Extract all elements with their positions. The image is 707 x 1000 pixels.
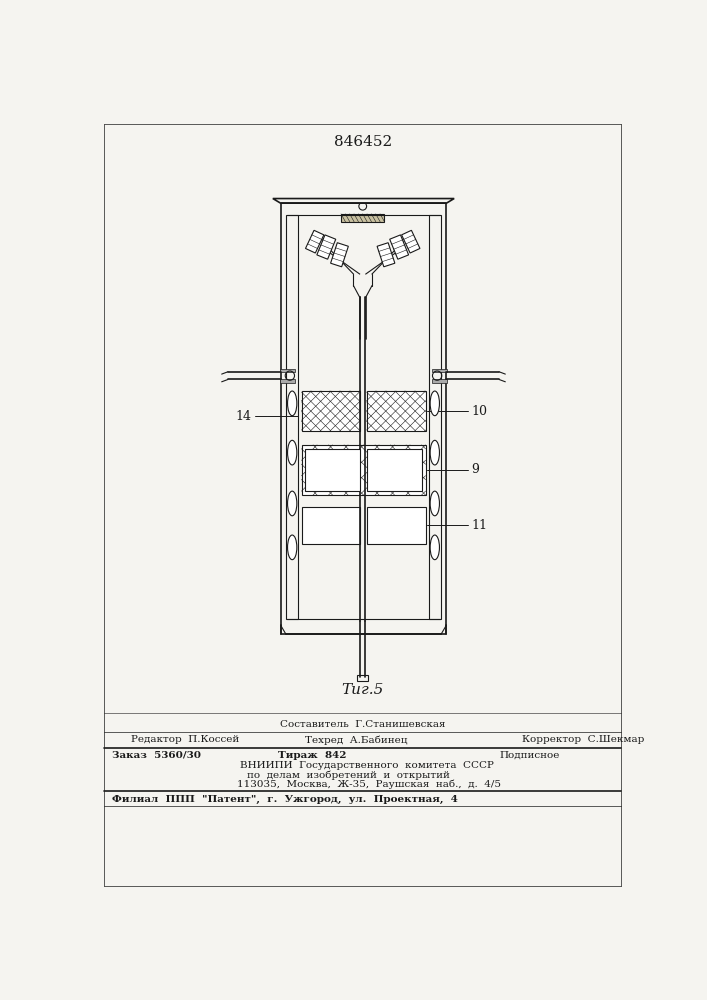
Polygon shape bbox=[390, 235, 409, 259]
Text: 113035,  Москва,  Ж-35,  Раушская  наб.,  д.  4/5: 113035, Москва, Ж-35, Раушская наб., д. … bbox=[237, 780, 501, 789]
Ellipse shape bbox=[430, 391, 440, 416]
Ellipse shape bbox=[430, 491, 440, 516]
Ellipse shape bbox=[430, 535, 440, 560]
Text: Заказ  5360/30: Заказ 5360/30 bbox=[112, 751, 201, 760]
Bar bbox=[305, 449, 361, 491]
Text: Филиал  ППП  "Патент",  г.  Ужгород,  ул.  Проектная,  4: Филиал ППП "Патент", г. Ужгород, ул. Про… bbox=[112, 795, 457, 804]
Bar bbox=[301, 507, 361, 544]
Bar bbox=[280, 379, 296, 383]
Bar bbox=[341, 214, 385, 222]
Ellipse shape bbox=[288, 440, 297, 465]
Text: Корректор  С.Шекмар: Корректор С.Шекмар bbox=[522, 735, 645, 744]
Text: Редактор  П.Коссей: Редактор П.Коссей bbox=[131, 735, 239, 744]
Bar bbox=[428, 215, 441, 619]
Polygon shape bbox=[273, 199, 454, 203]
Bar bbox=[301, 445, 426, 495]
Text: 846452: 846452 bbox=[334, 135, 392, 149]
Text: 9: 9 bbox=[472, 463, 479, 476]
Polygon shape bbox=[377, 243, 395, 267]
Text: Составитель  Г.Станишевская: Составитель Г.Станишевская bbox=[280, 720, 445, 729]
Bar bbox=[432, 369, 448, 372]
Ellipse shape bbox=[288, 535, 297, 560]
Text: 11: 11 bbox=[472, 519, 487, 532]
Bar bbox=[286, 215, 298, 619]
Bar bbox=[367, 507, 426, 544]
Bar bbox=[301, 391, 361, 431]
Bar bbox=[280, 369, 296, 372]
Bar bbox=[367, 391, 426, 431]
Bar bbox=[367, 449, 422, 491]
Bar bbox=[432, 379, 448, 383]
Bar bbox=[281, 203, 446, 634]
Text: ВНИИПИ  Государственного  комитета  СССР: ВНИИПИ Государственного комитета СССР bbox=[240, 761, 493, 770]
Text: Подписное: Подписное bbox=[499, 751, 559, 760]
Ellipse shape bbox=[430, 440, 440, 465]
Text: Τиг.5: Τиг.5 bbox=[341, 683, 384, 697]
Bar bbox=[357, 675, 368, 681]
Polygon shape bbox=[305, 230, 324, 253]
Polygon shape bbox=[331, 243, 349, 267]
Polygon shape bbox=[402, 230, 420, 253]
Ellipse shape bbox=[288, 391, 297, 416]
Text: 10: 10 bbox=[472, 405, 487, 418]
Text: Техред  А.Бабинец: Техред А.Бабинец bbox=[305, 735, 408, 745]
Text: Тираж  842: Тираж 842 bbox=[279, 751, 346, 760]
Text: 14: 14 bbox=[235, 410, 251, 423]
Ellipse shape bbox=[288, 491, 297, 516]
Text: по  делам  изобретений  и  открытий: по делам изобретений и открытий bbox=[247, 771, 450, 780]
Polygon shape bbox=[317, 235, 336, 259]
